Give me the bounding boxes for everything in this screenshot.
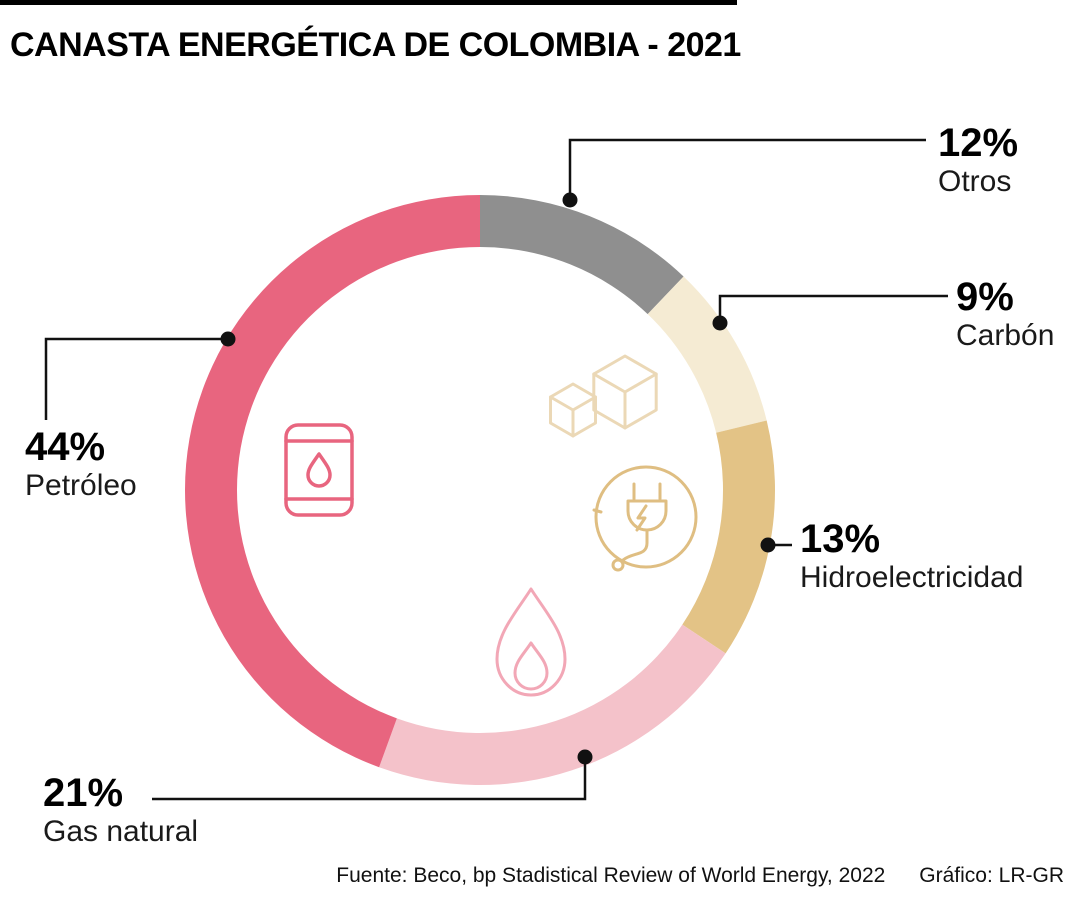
donut-segment-petr-leo: [184, 195, 480, 768]
anchor-dot-carbon: [712, 315, 728, 331]
callout-otros: 12% Otros: [938, 122, 1018, 200]
donut-segment-carb-n: [647, 276, 767, 433]
anchor-dot-hidroelectricidad: [760, 537, 776, 553]
percent-value-hidroelectricidad: 13%: [800, 517, 881, 561]
callout-gas-natural: 21% Gas natural: [43, 772, 198, 850]
callout-carbon: 9% Carbón: [956, 276, 1054, 354]
percent-value-gas-natural: 21%: [43, 771, 124, 815]
electric-plug-icon: [583, 460, 705, 587]
callout-petroleo: 44% Petróleo: [25, 426, 137, 504]
top-border-rule: [0, 0, 737, 5]
coal-icon: [543, 350, 671, 445]
leader-carbon: [718, 294, 948, 323]
percent-value-carbon: 9%: [956, 275, 1014, 319]
leader-gas-natural: [152, 757, 587, 801]
oil-barrel-icon: [281, 410, 357, 525]
category-label-carbon: Carbón: [956, 319, 1055, 352]
source-line: Fuente: Beco, bp Stadistical Review of W…: [336, 864, 1064, 888]
anchor-dot-petroleo: [220, 331, 236, 347]
leader-otros: [568, 138, 926, 200]
donut-segment-otros: [480, 195, 684, 315]
percent-value-otros: 12%: [938, 121, 1019, 165]
anchor-dot-gas-natural: [577, 749, 593, 765]
category-label-otros: Otros: [938, 165, 1012, 198]
anchor-dot-otros: [562, 192, 578, 208]
flame-icon: [488, 583, 574, 706]
source-text: Fuente: Beco, bp Stadistical Review of W…: [336, 864, 886, 887]
category-label-hidroelectricidad: Hidroelectricidad: [800, 561, 1024, 594]
percent-value-petroleo: 44%: [25, 425, 106, 469]
credit-text: Gráfico: LR-GR: [919, 864, 1064, 887]
category-label-gas-natural: Gas natural: [43, 815, 199, 848]
donut-segment-hidroelectricidad: [682, 420, 775, 654]
donut-segment-gas-natural: [379, 624, 726, 785]
chart-title: CANASTA ENERGÉTICA DE COLOMBIA - 2021: [10, 26, 741, 64]
category-label-petroleo: Petróleo: [25, 469, 137, 502]
leader-petroleo: [44, 337, 228, 420]
callout-hidroelectricidad: 13% Hidroelectricidad: [800, 518, 1023, 596]
